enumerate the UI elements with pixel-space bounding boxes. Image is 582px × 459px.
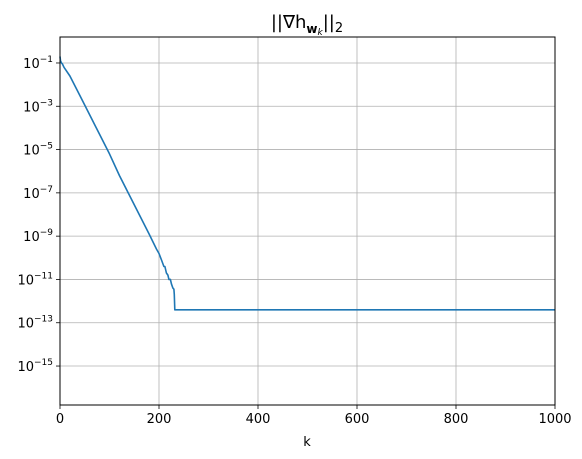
plot-frame xyxy=(59,36,556,406)
title-suffix: || xyxy=(323,12,335,33)
y-tick-label: 10−11 xyxy=(17,271,53,288)
y-tick-label: 10−7 xyxy=(23,185,53,202)
y-tick-label: 10−3 xyxy=(23,98,53,115)
x-tick-label: 800 xyxy=(444,412,469,427)
y-tick-label: 10−5 xyxy=(23,142,53,159)
y-tick-power: −9 xyxy=(40,228,54,238)
y-tick-base: 10 xyxy=(17,360,34,375)
title-prefix: ||∇h xyxy=(271,12,307,33)
y-tick-base: 10 xyxy=(23,57,40,72)
y-tick-base: 10 xyxy=(23,187,40,202)
y-tick-power: −15 xyxy=(34,358,53,368)
title-sub-w: w xyxy=(306,22,317,36)
x-tick-label: 400 xyxy=(246,412,271,427)
y-tick-base: 10 xyxy=(17,273,34,288)
x-tick-label: 0 xyxy=(56,412,64,427)
x-tick-label: 600 xyxy=(345,412,370,427)
x-axis-ticks: 0 200 400 600 800 1000 xyxy=(56,405,572,427)
title-sub-k: k xyxy=(318,28,324,38)
series-line-group xyxy=(59,56,555,311)
chart-title: ||∇hwk||2 xyxy=(271,12,343,38)
x-axis-label: k xyxy=(303,435,311,450)
y-tick-power: −1 xyxy=(40,55,53,65)
y-tick-power: −7 xyxy=(40,185,53,195)
y-tick-label: 10−9 xyxy=(23,228,53,245)
y-tick-base: 10 xyxy=(23,230,40,245)
y-tick-label: 10−1 xyxy=(23,55,53,72)
x-tick-label: 1000 xyxy=(538,412,571,427)
title-sub-2: 2 xyxy=(335,21,343,36)
y-tick-base: 10 xyxy=(23,100,40,115)
y-tick-base: 10 xyxy=(17,317,34,332)
series-line xyxy=(59,56,555,311)
x-tick-label: 200 xyxy=(147,412,172,427)
y-tick-power: −11 xyxy=(34,271,53,281)
y-tick-base: 10 xyxy=(23,144,40,159)
y-tick-label: 10−13 xyxy=(17,315,53,332)
y-tick-power: −13 xyxy=(34,315,53,325)
y-tick-power: −5 xyxy=(40,142,53,152)
y-tick-power: −3 xyxy=(40,98,53,108)
y-tick-label: 10−15 xyxy=(17,358,53,375)
